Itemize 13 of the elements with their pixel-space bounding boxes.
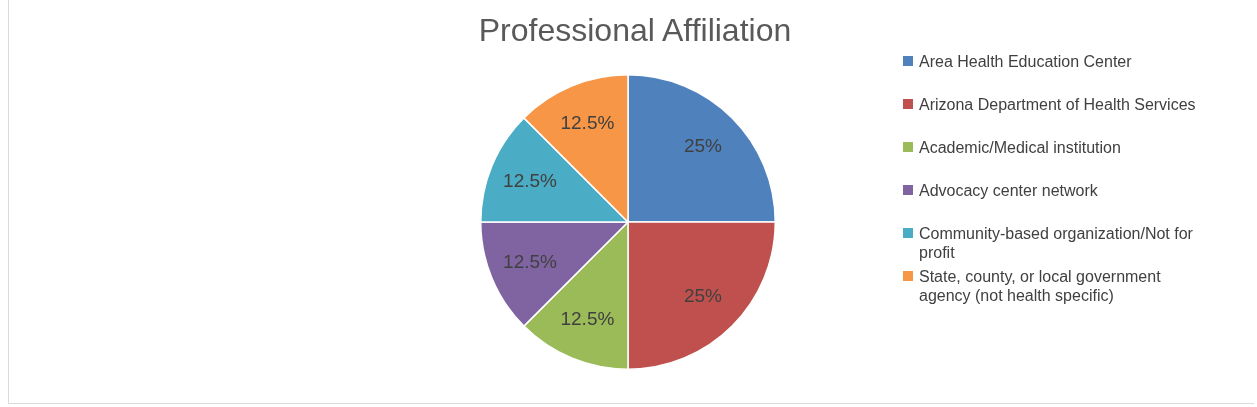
legend-label: Community-based organization/Not for profit: [919, 224, 1194, 262]
legend-label: Area Health Education Center: [919, 52, 1132, 71]
legend-label: Academic/Medical institution: [919, 138, 1121, 157]
chart-title: Professional Affiliation: [477, 12, 793, 49]
legend-label: Advocacy center network: [919, 181, 1098, 200]
data-label: 12.5%: [560, 308, 615, 330]
data-label: 12.5%: [503, 169, 558, 191]
data-label: 25%: [683, 285, 723, 307]
data-label: 12.5%: [560, 112, 615, 134]
legend-label: Arizona Department of Health Services: [919, 95, 1196, 114]
legend-label: State, county, or local government agency (not health specific): [919, 267, 1162, 305]
data-label: 25%: [683, 135, 723, 157]
data-label: 12.5%: [503, 250, 558, 272]
